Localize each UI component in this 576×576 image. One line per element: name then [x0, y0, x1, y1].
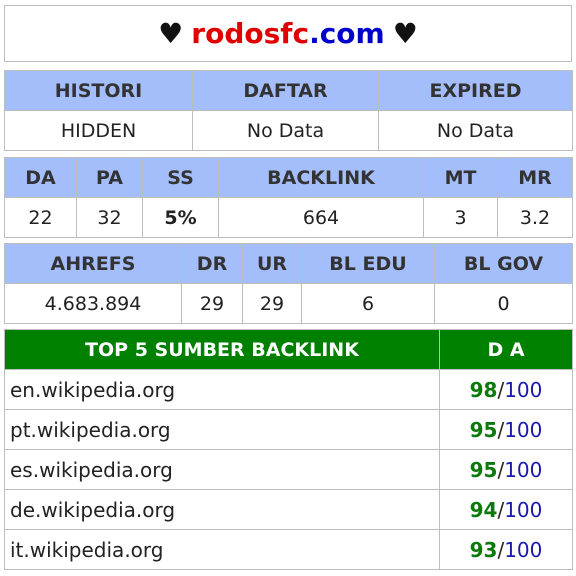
top-backlinks-title: TOP 5 SUMBER BACKLINK	[4, 329, 440, 370]
ahrefs-metrics-table: AHREFS DR UR BL EDU BL GOV 4.683.894 29 …	[4, 243, 573, 324]
value-pa: 32	[76, 197, 143, 238]
col-header-pa: PA	[76, 157, 143, 198]
col-header-da: DA	[4, 157, 77, 198]
value-dr: 29	[181, 283, 243, 324]
table-row: pt.wikipedia.org 95/100	[4, 409, 573, 450]
col-header-bl-edu: BL EDU	[301, 243, 435, 284]
col-header-ur: UR	[242, 243, 302, 284]
backlink-site[interactable]: en.wikipedia.org	[4, 369, 440, 410]
backlink-score: 94/100	[439, 489, 573, 530]
col-header-histori: HISTORI	[4, 70, 193, 111]
table-row: en.wikipedia.org 98/100	[4, 369, 573, 410]
col-header-backlink: BACKLINK	[218, 157, 424, 198]
col-header-bl-gov: BL GOV	[434, 243, 573, 284]
value-mr: 3.2	[497, 197, 573, 238]
col-header-daftar: DAFTAR	[192, 70, 379, 111]
backlink-site[interactable]: it.wikipedia.org	[4, 529, 440, 570]
backlink-score: 95/100	[439, 409, 573, 450]
col-header-da-score: D A	[439, 329, 573, 370]
value-ahrefs: 4.683.894	[4, 283, 182, 324]
col-header-mr: MR	[497, 157, 573, 198]
backlink-site[interactable]: es.wikipedia.org	[4, 449, 440, 490]
heart-left-icon: ♥	[158, 17, 184, 50]
top-backlinks-table: TOP 5 SUMBER BACKLINK D A en.wikipedia.o…	[4, 329, 573, 570]
col-header-mt: MT	[423, 157, 498, 198]
domain-title: ♥ rodosfc.com ♥	[4, 5, 572, 62]
value-bl-edu: 6	[301, 283, 435, 324]
domain-name-blue: .com	[309, 17, 385, 50]
table-row: de.wikipedia.org 94/100	[4, 489, 573, 530]
moz-metrics-table: DA PA SS BACKLINK MT MR 22 32 5% 664 3 3…	[4, 157, 573, 238]
backlink-score: 93/100	[439, 529, 573, 570]
value-daftar: No Data	[192, 110, 379, 151]
col-header-ahrefs: AHREFS	[4, 243, 182, 284]
status-table: HISTORI DAFTAR EXPIRED HIDDEN No Data No…	[4, 70, 573, 151]
value-backlink: 664	[218, 197, 424, 238]
value-expired: No Data	[378, 110, 573, 151]
col-header-expired: EXPIRED	[378, 70, 573, 111]
value-mt: 3	[423, 197, 498, 238]
table-row: es.wikipedia.org 95/100	[4, 449, 573, 490]
heart-right-icon: ♥	[392, 17, 418, 50]
value-ss: 5%	[142, 197, 219, 238]
backlink-score: 95/100	[439, 449, 573, 490]
value-histori: HIDDEN	[4, 110, 193, 151]
value-da: 22	[4, 197, 77, 238]
backlink-site[interactable]: pt.wikipedia.org	[4, 409, 440, 450]
domain-name[interactable]: rodosfc.com	[191, 17, 384, 50]
col-header-dr: DR	[181, 243, 243, 284]
domain-name-red: rodosfc	[191, 17, 310, 50]
table-row: it.wikipedia.org 93/100	[4, 529, 573, 570]
value-bl-gov: 0	[434, 283, 573, 324]
value-ur: 29	[242, 283, 302, 324]
backlink-score: 98/100	[439, 369, 573, 410]
col-header-ss: SS	[142, 157, 219, 198]
backlink-site[interactable]: de.wikipedia.org	[4, 489, 440, 530]
